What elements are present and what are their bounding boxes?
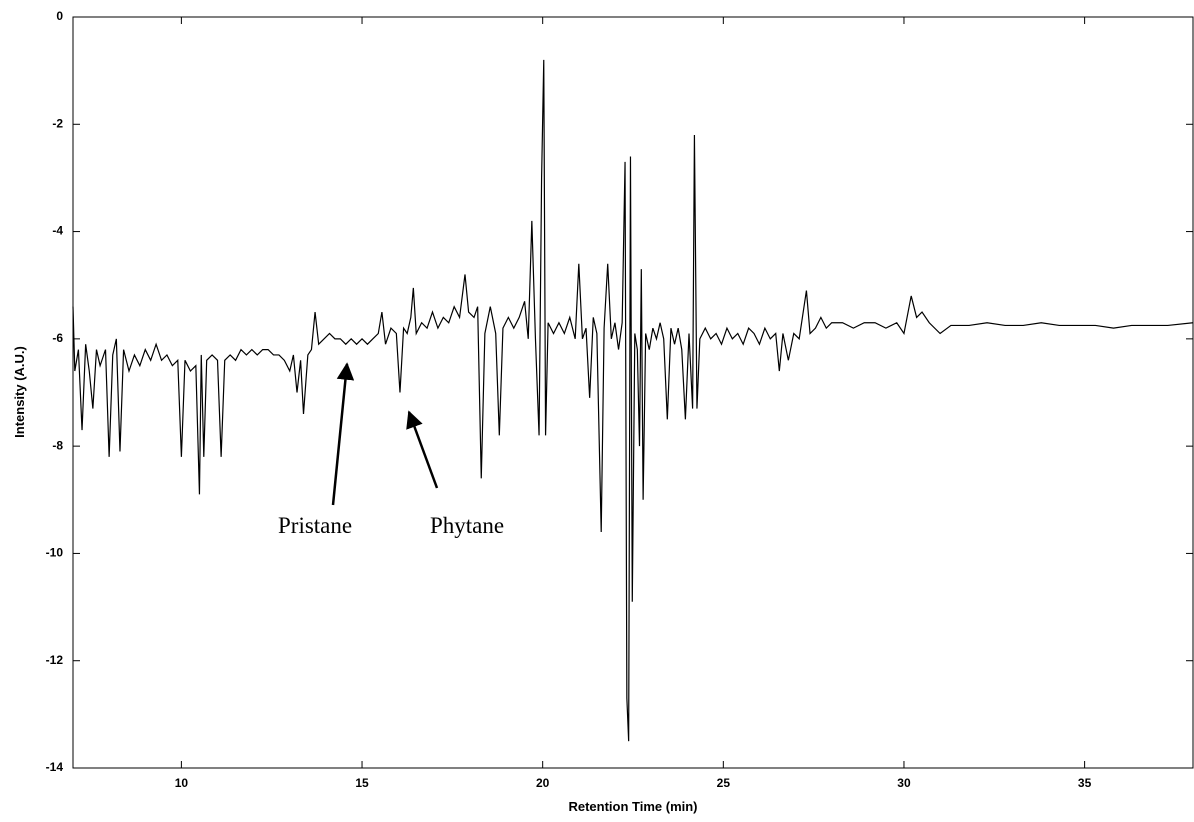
x-tick-label: 20 — [536, 776, 550, 790]
x-tick-label: 15 — [355, 776, 369, 790]
annotation: Phytane — [430, 513, 504, 538]
y-tick-label: -12 — [46, 653, 64, 667]
x-tick-label: 25 — [717, 776, 731, 790]
annotation: Pristane — [278, 513, 352, 538]
y-tick-label: 0 — [56, 9, 63, 23]
y-tick-label: -8 — [52, 438, 63, 452]
y-tick-label: -4 — [52, 224, 63, 238]
y-tick-label: -14 — [46, 760, 64, 774]
chromatogram-line — [72, 59, 1194, 742]
y-tick-label: -2 — [52, 116, 63, 130]
x-axis-label: Retention Time (min) — [568, 799, 697, 814]
x-tick-label: 30 — [897, 776, 911, 790]
y-tick-label: -10 — [46, 546, 64, 560]
annotation-arrow — [406, 410, 439, 489]
y-axis-label: Intensity (A.U.) — [12, 346, 27, 438]
x-tick-label: 10 — [175, 776, 189, 790]
x-tick-label: 35 — [1078, 776, 1092, 790]
y-tick-label: -6 — [52, 331, 63, 345]
annotation-arrow — [331, 362, 355, 506]
plot-frame — [72, 16, 1194, 769]
